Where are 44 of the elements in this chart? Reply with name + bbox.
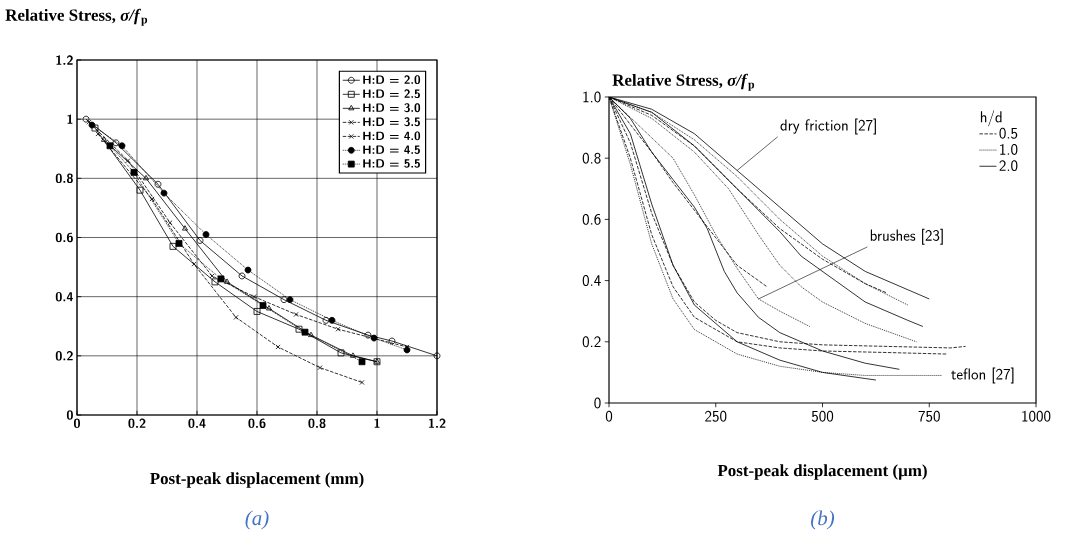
x-tick-label: 250 xyxy=(705,410,727,422)
y-tick-label: 0.2 xyxy=(55,351,73,361)
legend-label: H:D = 3.0 xyxy=(363,103,421,113)
legend-label: H:D = 4.5 xyxy=(363,145,420,154)
y-tick-label: 0.8 xyxy=(582,152,601,164)
x-tick-label: 500 xyxy=(811,410,834,422)
legend-label: H:D = 5.5 xyxy=(363,159,420,168)
legend-label: 0.5 xyxy=(999,127,1018,139)
annotation: teflon [27] xyxy=(951,367,1014,384)
y-tick-label: 0.2 xyxy=(582,336,601,348)
y-axis-title: Relative Stress, σ/f$_{p}$ xyxy=(612,73,755,91)
y-tick-label: 1 xyxy=(67,114,73,124)
legend-title: h/d xyxy=(980,110,1002,127)
x-axis-title: Post-peak displacement (mm) xyxy=(150,472,364,488)
x-tick-label: 1.2 xyxy=(428,418,446,428)
legend-label: 1.0 xyxy=(1000,143,1018,155)
y-tick-label: 1.0 xyxy=(583,91,601,103)
legend-label: H:D = 3.5 xyxy=(363,117,420,127)
legend-label: H:D = 2.0 xyxy=(363,75,421,85)
x-tick-label: 0.2 xyxy=(128,418,146,429)
x-tick-label: 0 xyxy=(74,418,80,429)
annotation: brushes [23] xyxy=(870,228,943,245)
y-tick-label: 0.8 xyxy=(55,173,73,184)
y-tick-label: 1.2 xyxy=(56,55,73,65)
x-tick-label: 1000 xyxy=(1022,410,1051,422)
y-tick-label: 0 xyxy=(594,397,601,409)
y-tick-label: 0.4 xyxy=(55,291,74,302)
y-axis-title: Relative Stress, σ/f$_{p}$ xyxy=(5,8,148,26)
annotation: dry friction [27] xyxy=(780,118,876,135)
y-tick-label: 0.6 xyxy=(55,232,73,243)
y-tick-label: 0.4 xyxy=(582,275,601,287)
x-tick-label: 0.6 xyxy=(248,418,266,429)
x-tick-label: 0.8 xyxy=(308,418,326,429)
text: (b) xyxy=(811,510,835,530)
legend-label: H:D = 4.0 xyxy=(363,131,421,141)
legend-label: 2.0 xyxy=(999,160,1018,172)
y-tick-label: 0.6 xyxy=(582,213,601,225)
x-tick-label: 750 xyxy=(918,410,940,422)
x-tick-label: 0.4 xyxy=(188,418,206,429)
x-axis-title: Post-peak displacement (µm) xyxy=(717,464,927,480)
x-tick-label: 1 xyxy=(374,418,380,428)
legend-label: H:D = 2.5 xyxy=(363,89,420,99)
x-tick-label: 0 xyxy=(605,410,613,422)
text: (a) xyxy=(245,510,269,530)
